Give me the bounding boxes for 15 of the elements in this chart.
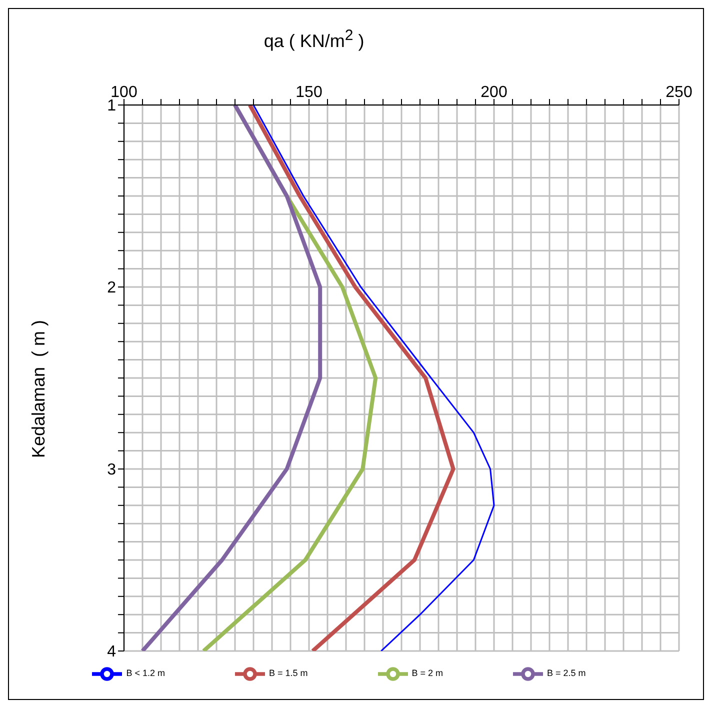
x-tick-label: 250 xyxy=(666,84,692,101)
legend-label: B = 1.5 m xyxy=(268,668,308,678)
legend-label: B = 2 m xyxy=(412,668,444,678)
line-series xyxy=(140,105,322,651)
y-tick-label: 3 xyxy=(107,462,116,479)
y-axis-title: Kedalaman ( m ) xyxy=(28,320,50,458)
line-series xyxy=(252,105,495,651)
legend-label: B = 2.5 m xyxy=(547,668,586,678)
y-tick-label: 2 xyxy=(107,280,116,297)
line-series xyxy=(248,105,456,651)
x-tick-label: 150 xyxy=(296,84,322,101)
legend-label: B < 1.2 m xyxy=(126,668,165,678)
x-axis-title: qa ( KN/m$^{2}$ ) xyxy=(262,27,366,52)
y-tick-label: 4 xyxy=(107,644,116,661)
x-tick-label: 200 xyxy=(480,84,508,101)
